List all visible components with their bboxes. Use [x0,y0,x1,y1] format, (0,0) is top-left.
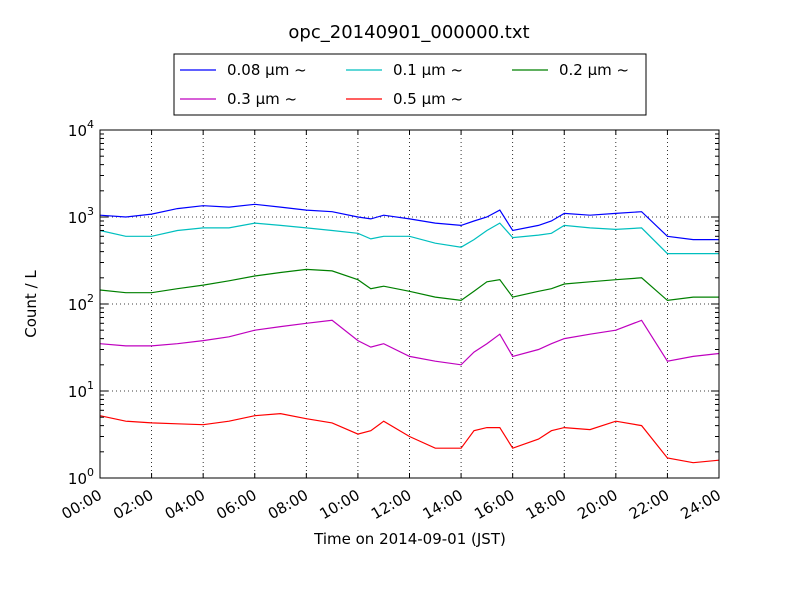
series-lines [99,203,720,464]
x-tick-label: 18:00 [523,486,569,523]
series-line [99,412,720,464]
x-tick-label: 04:00 [162,486,208,523]
x-tick-label: 02:00 [110,486,156,523]
legend: 0.08 μm ~ 0.1 μm ~ 0.2 μm ~ 0.3 μm ~ 0.5 μm … [173,53,647,116]
x-tick-label: 24:00 [678,486,724,523]
y-tick-label: 101 [68,379,94,401]
legend-label: 0.1 μm ~ [393,61,463,79]
x-tick-label: 22:00 [626,486,672,523]
legend-label: 0.2 μm ~ [559,61,629,79]
x-tick-label: 20:00 [574,486,620,523]
x-tick-labels: 00:00 02:00 04:00 06:00 08:00 10:00 12:00 14:00… [59,486,724,523]
x-tick-label: 10:00 [316,486,362,523]
x-tick-label: 14:00 [420,486,466,523]
legend-label: 0.5 μm ~ [393,90,463,108]
x-tick-label: 16:00 [471,486,517,523]
legend-label: 0.08 μm ~ [227,61,307,79]
x-tick-label: 12:00 [368,486,414,523]
series-line [99,222,719,255]
legend-box [173,53,647,116]
y-tick-label: 102 [68,292,94,314]
grid [100,130,719,478]
y-tick-label: 100 [68,466,94,488]
series-line [99,268,719,302]
y-tick-label: 104 [68,118,94,140]
series-line [99,203,719,241]
x-tick-label: 00:00 [59,486,105,523]
y-tick-labels: 100 101 102 103 104 [68,118,94,488]
y-axis-label: Count / L [22,270,40,338]
chart-title: opc_20140901_000000.txt [288,22,529,43]
legend-label: 0.3 μm ~ [227,90,297,108]
x-tick-label: 08:00 [265,486,311,523]
axis-ticks [99,129,720,479]
y-tick-label: 103 [68,205,94,227]
x-axis-label: Time on 2014-09-01 (JST) [313,530,506,548]
x-tick-label: 06:00 [213,486,259,523]
series-line [99,319,720,366]
